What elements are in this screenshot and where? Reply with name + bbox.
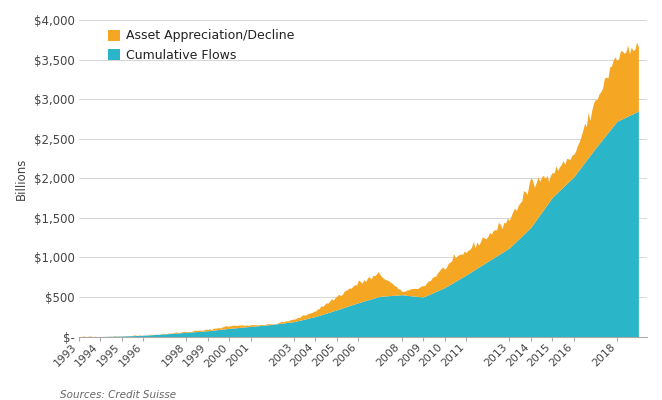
Y-axis label: Billions: Billions bbox=[15, 157, 28, 200]
Legend: Asset Appreciation/Decline, Cumulative Flows: Asset Appreciation/Decline, Cumulative F… bbox=[108, 30, 295, 62]
Text: Sources: Credit Suisse: Sources: Credit Suisse bbox=[60, 390, 175, 400]
